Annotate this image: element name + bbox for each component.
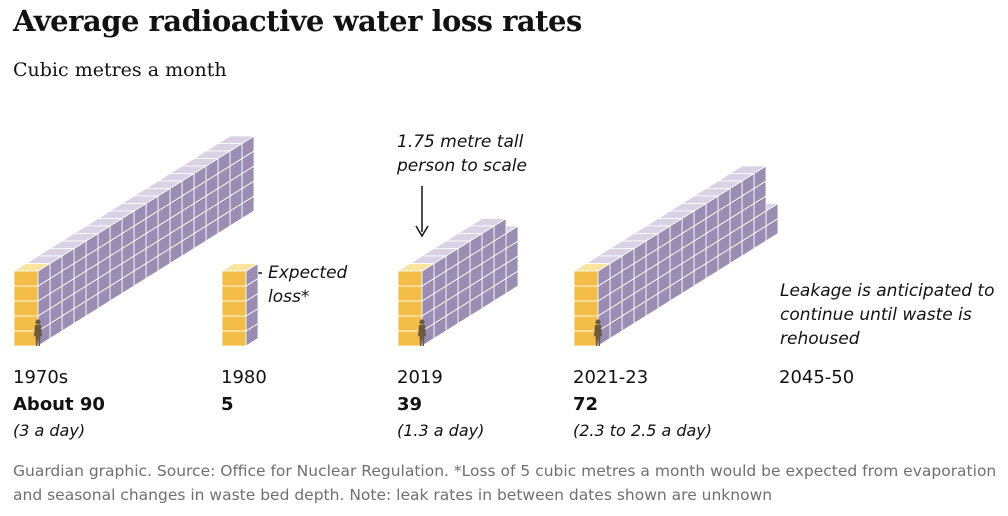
category-label: 2021-23	[573, 367, 649, 388]
value-label: 39	[397, 394, 423, 415]
person-head	[595, 319, 601, 325]
category-label: 2045-50	[779, 367, 855, 388]
value-label: About 90	[13, 394, 105, 415]
person-silhouette	[418, 319, 426, 346]
annotation: Expected loss*	[268, 263, 348, 307]
cube-front	[573, 270, 599, 287]
value-note: (1.3 a day)	[397, 421, 485, 440]
cube-front	[573, 315, 599, 332]
person-head	[35, 319, 41, 325]
cube-wall	[12, 135, 256, 347]
cube-wall	[220, 262, 260, 347]
cube-front	[221, 315, 247, 332]
person-body	[34, 325, 42, 346]
cube-front	[13, 270, 39, 287]
annotation: 1.75 metre tall person to scale	[397, 132, 527, 176]
value-label: 5	[221, 394, 234, 415]
cube-front	[573, 300, 599, 317]
cube-front	[221, 285, 247, 302]
value-note: (3 a day)	[13, 421, 86, 440]
category-label: 2019	[397, 367, 443, 388]
person-head	[419, 319, 425, 325]
cube-front	[397, 315, 423, 332]
cube-front	[221, 270, 247, 287]
person-body	[594, 325, 602, 346]
cube-front	[397, 270, 423, 287]
cube-front	[221, 330, 247, 347]
cube-front	[397, 300, 423, 317]
category-label: 1980	[221, 367, 267, 388]
cube-front	[573, 285, 599, 302]
value-note: (2.3 to 2.5 a day)	[573, 421, 713, 440]
cube-front	[13, 300, 39, 317]
person-body	[418, 325, 426, 346]
person-silhouette	[594, 319, 602, 346]
cube-front	[13, 285, 39, 302]
value-label: 72	[573, 394, 599, 415]
category-label: 1970s	[13, 367, 69, 388]
source-note: Guardian graphic. Source: Office for Nuc…	[13, 462, 997, 504]
cube-front	[13, 315, 39, 332]
cube-wall	[572, 165, 780, 347]
annotation: Leakage is anticipated to continue until…	[780, 281, 995, 349]
cube-front	[397, 285, 423, 302]
person-silhouette	[34, 319, 42, 346]
chart-subtitle: Cubic metres a month	[13, 59, 227, 81]
chart-title: Average radioactive water loss rates	[13, 4, 582, 38]
cube-front	[221, 300, 247, 317]
cube-wall	[396, 217, 520, 347]
annotation-arrow-head	[415, 225, 429, 238]
